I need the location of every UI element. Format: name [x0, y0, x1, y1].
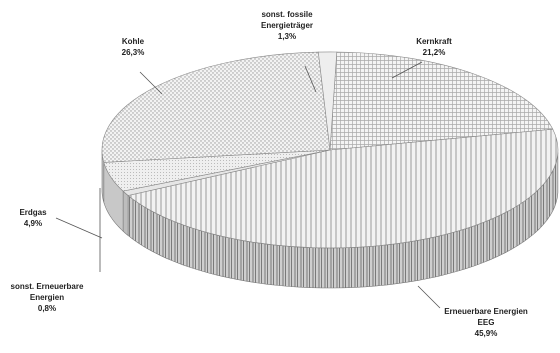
slice-label-line: 45,9% — [475, 329, 498, 338]
slice-label-line: 26,3% — [122, 48, 145, 57]
pie-slice-kohle — [101, 51, 331, 163]
pie-slice-kernkraft — [329, 51, 554, 151]
slice-label-line: Erdgas — [19, 208, 47, 217]
leader-line-kernkraft — [391, 61, 423, 79]
leader-line-eeg — [417, 285, 441, 309]
leader-line-erdgas — [55, 217, 103, 239]
slice-label-line: Erneuerbare Energien — [444, 307, 528, 316]
slice-label-eeg: Erneuerbare Energien EEG 45,9% — [444, 307, 528, 338]
slice-label-kernkraft: Kernkraft 21,2% — [416, 37, 452, 57]
pie-slice-erneuerbare-energien-eeg — [127, 128, 559, 249]
slice-label-line: Kohle — [122, 37, 145, 46]
slice-label-kohle: Kohle 26,3% — [122, 37, 145, 57]
leader-line-sonst-fossil — [304, 65, 317, 93]
slice-label-line: Energien — [30, 293, 64, 302]
slice-label-sonst-ee: sonst. Erneuerbare Energien 0,8% — [11, 282, 84, 313]
slice-label-line: sonst. Erneuerbare — [11, 282, 84, 291]
slice-label-sonst-fossil: sonst. fossile Energieträger 1,3% — [261, 10, 313, 41]
slice-label-erdgas: Erdgas 4,9% — [19, 208, 47, 228]
pie-slice-sonst-fossile-energietr-ger — [317, 51, 338, 151]
slice-label-line: 1,3% — [278, 32, 296, 41]
slice-label-line: sonst. fossile — [261, 10, 313, 19]
slice-label-line: 4,9% — [24, 219, 42, 228]
slice-label-line: EEG — [478, 318, 495, 327]
leader-line-kohle — [139, 71, 163, 95]
slice-label-line: 0,8% — [38, 304, 56, 313]
pie-slice-side-sonst-erneuerbare-energien — [122, 190, 129, 236]
slice-label-line: 21,2% — [423, 48, 446, 57]
slice-label-line: Energieträger — [261, 21, 313, 30]
slice-label-line: Kernkraft — [416, 37, 452, 46]
